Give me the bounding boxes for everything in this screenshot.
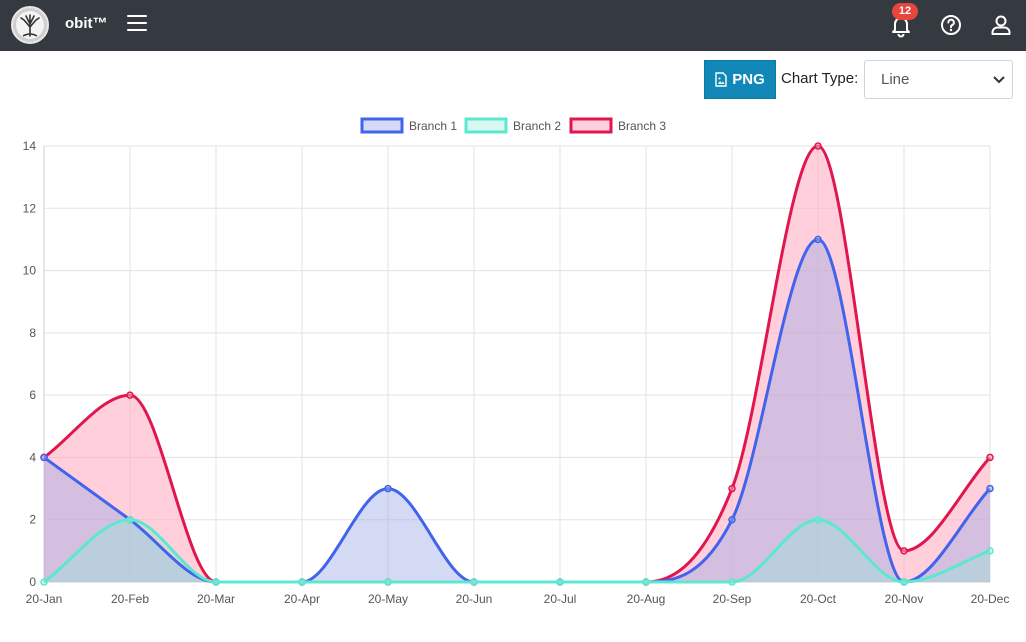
series-area-1 xyxy=(44,239,990,582)
series-area-3 xyxy=(44,146,990,582)
y-tick-label: 8 xyxy=(29,326,36,340)
data-point xyxy=(384,578,392,586)
data-point xyxy=(728,578,736,586)
y-tick-label: 12 xyxy=(23,201,37,215)
x-tick-label: 20-Nov xyxy=(885,592,924,606)
png-button-label: PNG xyxy=(732,71,765,88)
data-point xyxy=(814,142,822,150)
x-tick-label: 20-Feb xyxy=(111,592,149,606)
file-image-icon xyxy=(715,72,727,87)
top-navbar: obit™ 12 xyxy=(0,0,1026,51)
notification-badge[interactable]: 12 xyxy=(892,3,918,20)
data-point xyxy=(556,578,564,586)
x-tick-label: 20-Jan xyxy=(26,592,63,606)
y-tick-label: 0 xyxy=(29,575,36,589)
data-point xyxy=(298,578,306,586)
x-tick-label: 20-Oct xyxy=(800,592,837,606)
chart-type-select[interactable]: Line xyxy=(864,60,1013,99)
y-tick-label: 6 xyxy=(29,388,36,402)
data-point xyxy=(900,578,908,586)
brand-name[interactable]: obit™ xyxy=(65,15,108,32)
y-tick-label: 10 xyxy=(23,264,37,278)
data-point xyxy=(126,391,134,399)
data-point xyxy=(986,547,994,555)
legend-swatch xyxy=(464,117,508,134)
data-point xyxy=(986,484,994,493)
logo-tree-icon[interactable] xyxy=(11,6,49,44)
x-tick-label: 20-Jun xyxy=(456,592,493,606)
data-point xyxy=(40,453,48,462)
data-point xyxy=(470,578,478,586)
x-tick-label: 20-Dec xyxy=(971,592,1010,606)
x-tick-label: 20-Sep xyxy=(713,592,752,606)
x-tick-label: 20-Aug xyxy=(627,592,666,606)
x-tick-label: 20-Mar xyxy=(197,592,235,606)
series-line-2 xyxy=(43,518,991,584)
legend-label: Branch 2 xyxy=(513,119,561,133)
data-point xyxy=(384,484,392,493)
user-icon[interactable] xyxy=(988,12,1014,38)
x-tick-label: 20-Jul xyxy=(544,592,577,606)
y-tick-label: 4 xyxy=(29,450,36,464)
data-point xyxy=(728,515,736,524)
data-point xyxy=(814,515,822,524)
chevron-down-icon xyxy=(993,76,1005,84)
data-point xyxy=(728,484,736,493)
legend-label: Branch 1 xyxy=(409,119,457,133)
data-point xyxy=(40,578,48,586)
y-tick-label: 2 xyxy=(29,513,36,527)
x-tick-label: 20-Apr xyxy=(284,592,320,606)
legend-swatch xyxy=(569,117,613,134)
data-point xyxy=(642,578,650,586)
y-tick-label: 14 xyxy=(23,139,37,153)
legend-swatch xyxy=(360,117,404,134)
chart-type-value: Line xyxy=(881,71,910,88)
png-export-button[interactable]: PNG xyxy=(704,60,776,99)
data-point xyxy=(126,515,134,524)
data-point xyxy=(986,453,994,462)
x-tick-label: 20-May xyxy=(368,592,408,606)
chart-type-label: Chart Type: xyxy=(781,70,859,87)
legend-label: Branch 3 xyxy=(618,119,666,133)
data-point xyxy=(814,235,822,244)
data-point xyxy=(900,547,908,555)
hamburger-menu-icon[interactable] xyxy=(127,15,147,33)
data-point xyxy=(212,578,220,586)
line-chart: 0 2 4 6 8 10 12 14 20-Jan 20-Feb 20-Mar 20-Apr 20-Ma… xyxy=(23,117,1010,606)
help-circle-icon[interactable] xyxy=(938,12,964,38)
